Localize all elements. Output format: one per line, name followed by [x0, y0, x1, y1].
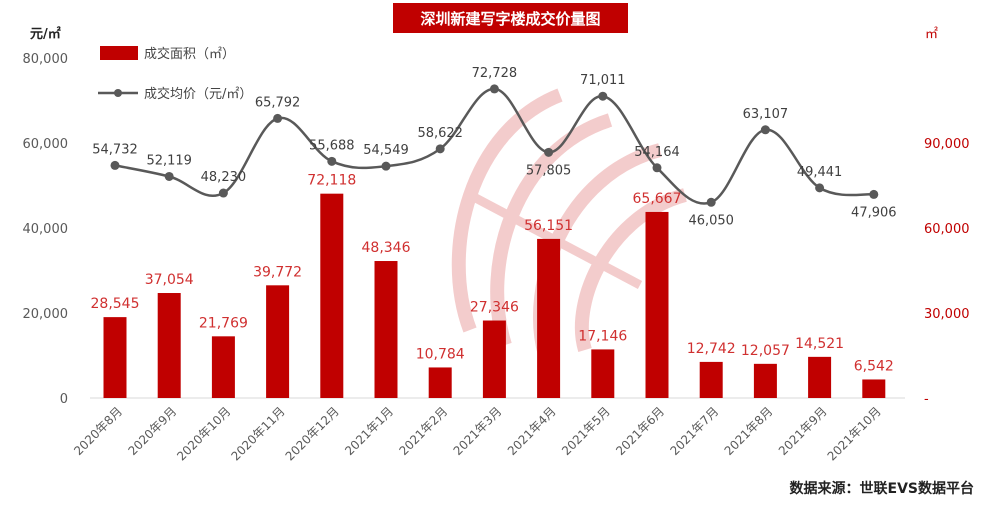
x-tick-label: 2021年5月 [559, 404, 613, 458]
x-tick-label: 2020年8月 [71, 404, 125, 458]
legend-bar-label: 成交面积（㎡） [144, 46, 235, 62]
x-tick-label: 2020年9月 [125, 404, 179, 458]
bar [374, 261, 398, 398]
left-tick-label: 40,000 [23, 222, 69, 237]
line-value-label: 54,549 [363, 143, 409, 158]
legend-line-label: 成交均价（元/㎡） [144, 86, 252, 102]
right-tick-label: 90,000 [924, 137, 970, 152]
line-point [164, 171, 174, 181]
bar [537, 238, 561, 398]
bars-layer: 28,545 37,054 21,769 39,772 72,118 48,346 10,7… [91, 173, 894, 398]
bar-value-label: 14,521 [795, 336, 844, 352]
line-point [652, 163, 662, 173]
left-tick-label: 80,000 [23, 52, 69, 67]
bar-value-label: 6,542 [854, 358, 894, 374]
line-point [381, 161, 391, 171]
bar [428, 367, 452, 398]
x-tick-label: 2021年6月 [613, 404, 667, 458]
line-point [598, 91, 608, 101]
line-point [327, 156, 337, 166]
x-tick-label: 2021年3月 [451, 404, 505, 458]
line-point [869, 189, 879, 199]
legend-bar-swatch [100, 46, 138, 60]
bar-value-label: 48,346 [362, 240, 411, 256]
line-value-label: 47,906 [851, 205, 897, 220]
line-value-label: 65,792 [255, 95, 301, 110]
price-line [114, 87, 874, 205]
bar [103, 317, 127, 398]
line-value-label: 72,728 [472, 66, 518, 81]
bar-value-label: 12,057 [741, 343, 790, 359]
bar [862, 379, 886, 398]
bar-value-label: 56,151 [524, 218, 573, 234]
bar-value-label: 21,769 [199, 315, 248, 331]
line-point [815, 183, 825, 193]
line-point [706, 197, 716, 207]
legend-line-marker [114, 89, 122, 97]
bar [157, 293, 181, 398]
line-value-label: 52,119 [146, 153, 192, 168]
line-value-label: 46,050 [688, 213, 734, 228]
x-tick-label: 2020年11月 [228, 404, 287, 463]
x-tick-label: 2021年10月 [825, 404, 884, 463]
x-tick-label: 2020年12月 [283, 404, 342, 463]
watermark-logo [451, 88, 687, 357]
left-tick-label: 20,000 [23, 307, 69, 322]
data-source-note: 数据来源：世联EVS数据平台 [789, 481, 974, 497]
bar [266, 285, 290, 398]
bar [211, 336, 235, 398]
line-value-label: 63,107 [743, 107, 789, 122]
line-value-label: 54,732 [92, 142, 138, 157]
bar-value-label: 27,346 [470, 300, 519, 316]
bar [591, 349, 615, 398]
line-point [435, 144, 445, 154]
bar-value-label: 65,667 [633, 191, 682, 207]
x-tick-label: 2021年4月 [505, 404, 559, 458]
bar-value-label: 12,742 [687, 341, 736, 357]
line-value-label: 55,688 [309, 138, 355, 153]
bar [753, 363, 777, 398]
bar-value-label: 28,545 [91, 296, 140, 312]
right-tick-label: 30,000 [924, 307, 970, 322]
bar [699, 361, 723, 398]
line-value-label: 48,230 [201, 170, 247, 185]
bar [808, 356, 832, 398]
bar-value-label: 37,054 [145, 272, 194, 288]
bar [320, 193, 344, 398]
bar [482, 320, 506, 398]
line-point [218, 188, 228, 198]
line-point [544, 147, 554, 157]
left-tick-label: 0 [60, 392, 68, 407]
right-tick-label: - [924, 392, 929, 407]
x-tick-label: 2021年7月 [667, 404, 721, 458]
right-axis-unit: ㎡ [925, 27, 938, 42]
legend: 成交面积（㎡） 成交均价（元/㎡） [98, 46, 252, 102]
x-tick-label: 2021年2月 [396, 404, 450, 458]
line-point [489, 84, 499, 94]
left-axis-unit: 元/㎡ [30, 26, 61, 42]
right-tick-label: 60,000 [924, 222, 970, 237]
chart-title: 深圳新建写字楼成交价量图 [393, 3, 628, 33]
line-point [110, 160, 120, 170]
line-value-label: 54,164 [634, 145, 680, 160]
line-value-label: 58,622 [417, 126, 463, 141]
bar-value-label: 72,118 [307, 173, 356, 189]
bar [645, 211, 669, 398]
x-tick-label: 2021年9月 [776, 404, 830, 458]
bar-value-label: 17,146 [578, 328, 627, 344]
line-value-label: 49,441 [797, 165, 843, 180]
bar-value-label: 39,772 [253, 264, 302, 280]
line-value-label: 57,805 [526, 163, 572, 178]
left-tick-label: 60,000 [23, 137, 69, 152]
x-tick-label: 2021年1月 [342, 404, 396, 458]
line-value-label: 71,011 [580, 73, 626, 88]
line-point [273, 113, 283, 123]
line-layer: 54,732 52,119 48,230 65,792 55,688 54,549 58,6… [92, 66, 896, 228]
x-tick-label: 2020年10月 [174, 404, 233, 463]
x-tick-label: 2021年8月 [722, 404, 776, 458]
bar-value-label: 10,784 [416, 346, 465, 362]
line-point [760, 125, 770, 135]
